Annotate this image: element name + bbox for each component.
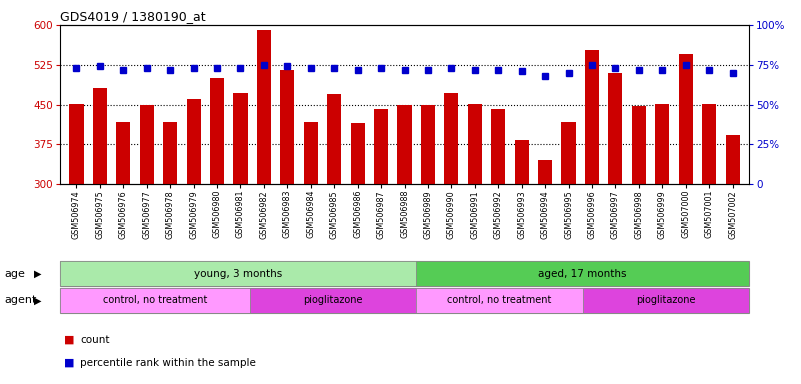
Bar (163, 122, 177, 344)
Bar (60, 261, 417, 286)
Bar (421, 104, 435, 344)
Bar (397, 104, 412, 344)
Bar (327, 94, 341, 344)
Bar (70, 104, 83, 344)
Text: young, 3 months: young, 3 months (194, 268, 283, 279)
Bar (632, 106, 646, 344)
Bar (93, 88, 107, 344)
Bar (491, 109, 505, 344)
Bar (187, 99, 201, 344)
Text: pioglitazone: pioglitazone (304, 295, 363, 306)
Bar (250, 288, 417, 313)
Bar (514, 140, 529, 344)
Bar (60, 288, 250, 313)
Bar (304, 122, 318, 344)
Bar (608, 73, 622, 344)
Text: control, no treatment: control, no treatment (103, 295, 207, 306)
Text: ▶: ▶ (34, 295, 42, 306)
Bar (538, 161, 552, 344)
Bar (702, 104, 716, 344)
Bar (417, 261, 749, 286)
Bar (374, 109, 388, 344)
Text: ■: ■ (64, 358, 74, 368)
Bar (582, 288, 749, 313)
Text: age: age (4, 268, 25, 279)
Bar (116, 122, 131, 344)
Text: ■: ■ (64, 335, 74, 345)
Text: agent: agent (4, 295, 36, 306)
Text: GDS4019 / 1380190_at: GDS4019 / 1380190_at (60, 10, 206, 23)
Text: control, no treatment: control, no treatment (447, 295, 552, 306)
Bar (726, 135, 739, 344)
Bar (351, 123, 364, 344)
Bar (585, 50, 599, 344)
Bar (280, 70, 295, 344)
Bar (139, 104, 154, 344)
Bar (445, 93, 458, 344)
Bar (562, 122, 576, 344)
Text: pioglitazone: pioglitazone (636, 295, 695, 306)
Text: aged, 17 months: aged, 17 months (538, 268, 627, 279)
Bar (678, 54, 693, 344)
Bar (210, 78, 224, 344)
Bar (233, 93, 248, 344)
Bar (655, 104, 670, 344)
Bar (257, 30, 271, 344)
Text: percentile rank within the sample: percentile rank within the sample (80, 358, 256, 368)
Bar (417, 288, 582, 313)
Bar (468, 104, 482, 344)
Text: count: count (80, 335, 110, 345)
Text: ▶: ▶ (34, 268, 42, 279)
